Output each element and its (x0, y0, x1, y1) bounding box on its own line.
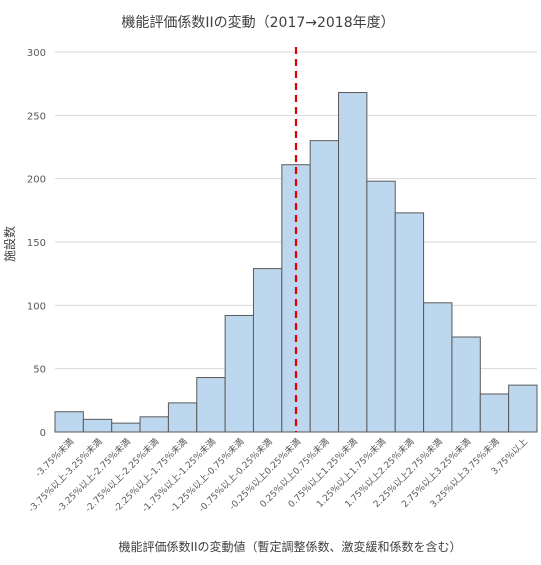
bar-13 (423, 302, 453, 433)
y-tick-labels: 0 50 100 150 200 250 300 (27, 48, 46, 439)
bar-0 (54, 411, 84, 433)
bar-14 (451, 336, 481, 433)
bar-6 (224, 314, 254, 433)
y-tick-label-6: 300 (27, 48, 46, 59)
bar-9 (309, 140, 340, 433)
y-tick-label-0: 0 (40, 428, 46, 439)
y-tick-label-4: 200 (27, 175, 46, 186)
x-tick-labels: -3.75%未満-3.75%以上-3.25%未満-3.25%以上-2.75%未満… (26, 436, 530, 515)
bar-5 (196, 377, 226, 433)
bar-7 (252, 268, 283, 433)
bar-12 (394, 212, 425, 433)
bar-10 (338, 92, 368, 433)
y-tick-label-2: 100 (27, 301, 46, 312)
bar-15 (479, 393, 510, 433)
y-tick-label-5: 250 (27, 111, 46, 122)
y-tick-label-1: 50 (33, 365, 46, 376)
bar-11 (366, 180, 396, 433)
chart-title: 機能評価係数IIの変動（2017→2018年度） (121, 14, 394, 31)
bar-2 (111, 422, 141, 433)
x-axis-label: 機能評価係数IIの変動値（暫定調整係数、激変緩和係数を含む） (118, 539, 461, 554)
bar-4 (167, 402, 198, 433)
bar-1 (82, 418, 113, 433)
y-tick-label-3: 150 (27, 238, 46, 249)
bar-16 (508, 384, 538, 433)
bar-3 (139, 416, 169, 433)
y-axis-label: 施設数 (2, 226, 17, 262)
